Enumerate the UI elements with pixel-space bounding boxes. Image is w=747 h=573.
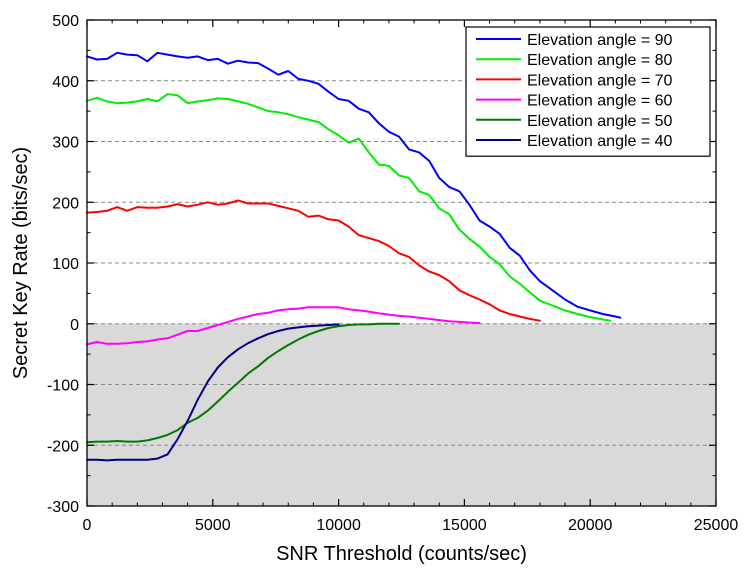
legend-label-2: Elevation angle = 80 [527,52,673,69]
x-tick-label: 10000 [316,517,361,534]
x-tick-label: 5000 [195,517,231,534]
legend: Elevation angle = 90 Elevation angle = 80… [465,26,711,157]
legend-label-1: Elevation angle = 90 [527,32,673,49]
y-tick-label: 200 [52,195,79,212]
series-line-2 [86,93,612,322]
x-tick-label: 20000 [568,517,613,534]
legend-label-3: Elevation angle = 70 [527,72,673,89]
y-tick-label: -300 [47,499,79,516]
y-tick-label: 500 [52,13,79,30]
legend-label-5: Elevation angle = 50 [527,113,673,130]
legend-label-4: Elevation angle = 60 [527,93,673,110]
y-tick-label: 0 [70,317,79,334]
series-line-3 [86,199,541,322]
y-axis-ticks: -300 -200 -100 0 100 200 300 400 500 [47,13,716,516]
legend-box [465,26,711,157]
x-tick-label: 0 [83,517,92,534]
y-tick-label: 400 [52,74,79,91]
y-tick-label: 100 [52,256,79,273]
y-tick-label: -100 [47,378,79,395]
series-line-4 [86,306,481,346]
series-line-1 [86,51,622,319]
x-axis-label: SNR Threshold (counts/sec) [276,543,527,565]
legend-label-6: Elevation angle = 40 [527,133,673,150]
x-axis-ticks: 0 5000 10000 15000 20000 25000 [83,20,739,534]
series-line-6 [86,323,340,462]
y-tick-label: -200 [47,438,79,455]
negative-region-shading [87,323,716,506]
x-tick-label: 25000 [694,517,739,534]
series-line-5 [86,322,400,444]
x-tick-label: 15000 [442,517,487,534]
y-tick-label: 300 [52,135,79,152]
series-lines [86,51,622,462]
y-axis-label: Secret Key Rate (bits/sec) [10,147,32,379]
